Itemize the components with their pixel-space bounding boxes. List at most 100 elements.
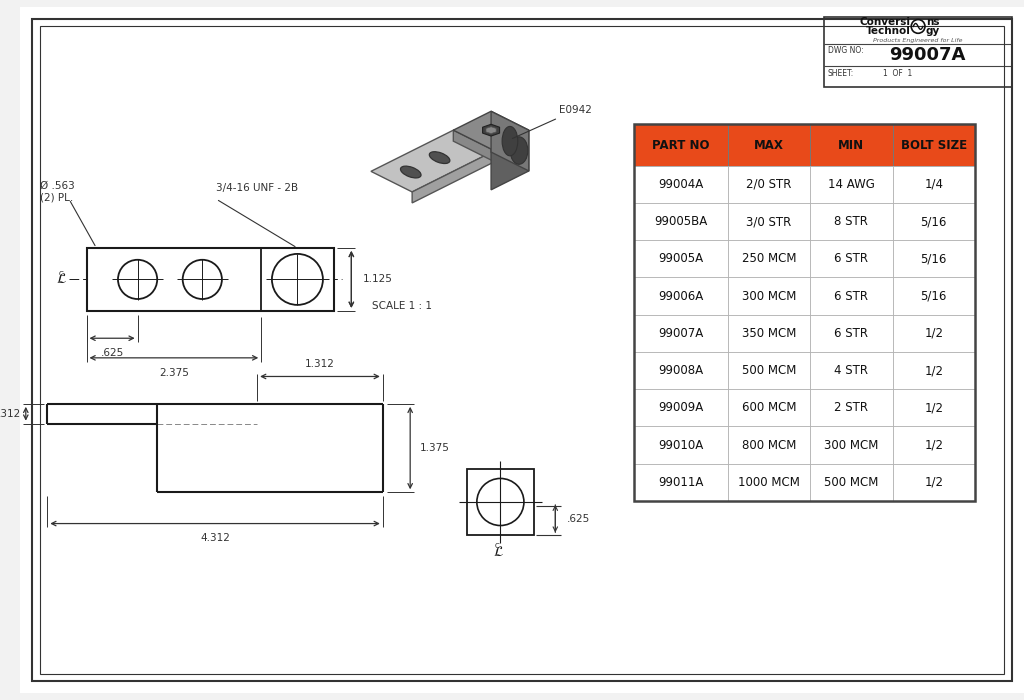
Text: 1.125: 1.125	[364, 274, 393, 284]
Bar	[728, 426, 810, 463]
Bar	[810, 315, 893, 352]
Text: 6 STR: 6 STR	[835, 290, 868, 302]
Ellipse shape	[400, 166, 421, 178]
Ellipse shape	[510, 136, 527, 164]
Bar	[893, 463, 975, 501]
Polygon shape	[486, 127, 497, 134]
Bar	[634, 315, 728, 352]
Text: 3/0 STR: 3/0 STR	[746, 215, 792, 228]
Text: SCALE 1 : 1: SCALE 1 : 1	[373, 301, 432, 311]
Bar	[810, 125, 893, 166]
Bar	[634, 125, 728, 166]
Bar	[87, 248, 334, 311]
Bar	[810, 277, 893, 315]
Text: 99008A: 99008A	[658, 364, 703, 377]
Text: 3/4-16 UNF - 2B: 3/4-16 UNF - 2B	[216, 183, 298, 193]
Text: 1.375: 1.375	[420, 443, 450, 453]
Text: 99004A: 99004A	[658, 178, 703, 191]
Text: 5/16: 5/16	[921, 290, 947, 302]
Bar	[467, 468, 534, 536]
Bar	[893, 240, 975, 277]
Bar	[728, 125, 810, 166]
Text: ns: ns	[926, 18, 939, 27]
Polygon shape	[371, 130, 495, 192]
Bar	[728, 315, 810, 352]
Bar	[893, 166, 975, 203]
Text: C: C	[495, 543, 500, 550]
Text: $\mathcal{L}$: $\mathcal{L}$	[55, 272, 67, 286]
Bar	[810, 166, 893, 203]
Text: Conversi: Conversi	[859, 18, 910, 27]
Text: PART NO: PART NO	[652, 139, 710, 152]
Text: 99011A: 99011A	[658, 476, 703, 489]
Text: 500 MCM: 500 MCM	[741, 364, 797, 377]
Text: 99009A: 99009A	[658, 401, 703, 414]
Bar	[824, 17, 1013, 88]
Text: Technol: Technol	[865, 27, 910, 36]
Text: 500 MCM: 500 MCM	[824, 476, 879, 489]
Bar	[893, 426, 975, 463]
Text: 1/2: 1/2	[925, 476, 943, 489]
Bar	[634, 352, 728, 389]
Ellipse shape	[502, 127, 518, 156]
Bar	[634, 166, 728, 203]
Bar	[810, 389, 893, 426]
Text: 8 STR: 8 STR	[835, 215, 868, 228]
Text: 4.312: 4.312	[200, 533, 230, 543]
Bar	[893, 277, 975, 315]
Text: 600 MCM: 600 MCM	[741, 401, 797, 414]
Text: BOLT SIZE: BOLT SIZE	[901, 139, 967, 152]
Text: .312: .312	[0, 409, 20, 419]
Text: 2 STR: 2 STR	[835, 401, 868, 414]
Text: 99007A: 99007A	[658, 327, 703, 340]
Bar	[728, 240, 810, 277]
Polygon shape	[492, 111, 528, 171]
Bar	[893, 203, 975, 240]
Text: 6 STR: 6 STR	[835, 252, 868, 265]
Text: 99010A: 99010A	[658, 439, 703, 452]
Text: (2) PL.: (2) PL.	[40, 193, 73, 203]
Text: Ø .563: Ø .563	[40, 181, 75, 191]
Bar	[810, 352, 893, 389]
Bar	[810, 240, 893, 277]
Text: 5/16: 5/16	[921, 215, 947, 228]
Text: 99007A: 99007A	[889, 46, 966, 64]
Polygon shape	[454, 130, 495, 162]
Polygon shape	[482, 125, 500, 136]
Bar	[634, 203, 728, 240]
Text: 300 MCM: 300 MCM	[741, 290, 797, 302]
Text: MIN: MIN	[839, 139, 864, 152]
Bar	[728, 463, 810, 501]
Text: SHEET:: SHEET:	[827, 69, 854, 78]
Bar	[810, 426, 893, 463]
Text: 800 MCM: 800 MCM	[741, 439, 797, 452]
Text: 1/4: 1/4	[925, 178, 943, 191]
Text: MAX: MAX	[754, 139, 784, 152]
Text: 5/16: 5/16	[921, 252, 947, 265]
Text: gy: gy	[926, 27, 940, 36]
Bar	[810, 463, 893, 501]
Polygon shape	[492, 130, 528, 190]
Text: 300 MCM: 300 MCM	[824, 439, 879, 452]
Text: E0942: E0942	[512, 105, 592, 139]
Ellipse shape	[429, 152, 450, 164]
Text: .625: .625	[100, 348, 124, 358]
Text: 1  OF  1: 1 OF 1	[883, 69, 912, 78]
Bar	[634, 463, 728, 501]
Polygon shape	[454, 111, 528, 149]
Bar	[893, 389, 975, 426]
Text: 1.312: 1.312	[305, 358, 335, 369]
Bar	[728, 203, 810, 240]
Bar	[728, 389, 810, 426]
Bar	[893, 352, 975, 389]
Text: 99006A: 99006A	[658, 290, 703, 302]
Bar	[893, 315, 975, 352]
Bar	[728, 352, 810, 389]
Bar	[634, 240, 728, 277]
Polygon shape	[412, 150, 495, 203]
Text: Products Engineered for Life: Products Engineered for Life	[873, 38, 963, 43]
Text: 4 STR: 4 STR	[835, 364, 868, 377]
Bar	[893, 125, 975, 166]
Text: DWG NO:: DWG NO:	[827, 46, 863, 55]
Text: 350 MCM: 350 MCM	[741, 327, 797, 340]
